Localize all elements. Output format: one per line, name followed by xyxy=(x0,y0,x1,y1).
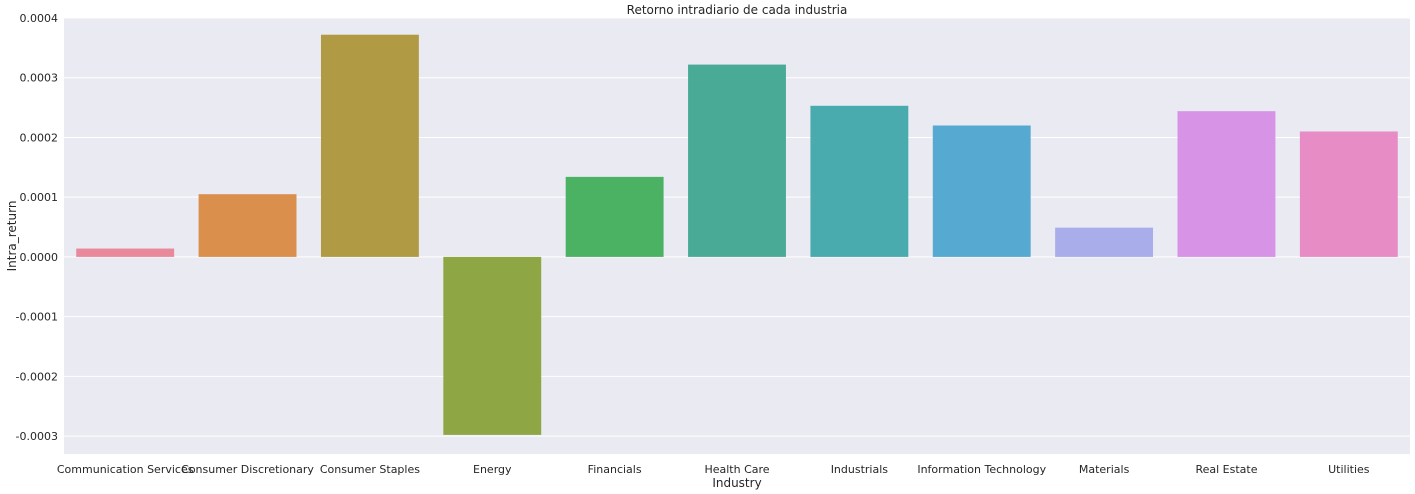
bar-9 xyxy=(1177,111,1276,257)
y-tick-label: -0.0003 xyxy=(16,430,58,443)
y-tick-label: 0.0003 xyxy=(20,72,59,85)
bar-4 xyxy=(565,176,664,257)
x-axis-label: Industry xyxy=(712,476,761,490)
x-tick-label: Materials xyxy=(1079,463,1130,476)
bar-7 xyxy=(932,125,1031,257)
y-tick-label: 0.0001 xyxy=(20,191,59,204)
x-tick-label: Consumer Discretionary xyxy=(181,463,314,476)
x-tick-label: Communication Services xyxy=(57,463,194,476)
bars xyxy=(76,34,1398,435)
x-tick-label: Utilities xyxy=(1328,463,1370,476)
y-tick-label: 0.0000 xyxy=(20,251,59,264)
x-tick-label: Real Estate xyxy=(1195,463,1257,476)
y-axis-label: Intra_return xyxy=(5,201,19,272)
y-tick-label: -0.0002 xyxy=(16,370,58,383)
y-tick-label: 0.0004 xyxy=(20,12,59,25)
bar-0 xyxy=(76,248,175,257)
y-tick-label: 0.0002 xyxy=(20,131,59,144)
bar-1 xyxy=(198,194,297,257)
bar-3 xyxy=(443,256,542,435)
x-tick-label: Financials xyxy=(588,463,642,476)
x-tick-label: Industrials xyxy=(831,463,889,476)
bar-5 xyxy=(688,64,786,257)
bar-8 xyxy=(1055,227,1154,257)
bar-6 xyxy=(810,105,909,257)
chart-title: Retorno intradiario de cada industria xyxy=(627,3,848,17)
y-axis-ticks: -0.0003 -0.0002 -0.0001 0.0000 0.0001 0.0002 0… xyxy=(16,12,58,443)
bar-2 xyxy=(320,34,419,257)
y-tick-label: -0.0001 xyxy=(16,311,58,324)
x-tick-label: Consumer Staples xyxy=(320,463,420,476)
x-tick-label: Health Care xyxy=(704,463,769,476)
x-tick-label: Information Technology xyxy=(917,463,1046,476)
x-tick-label: Energy xyxy=(473,463,512,476)
bar-10 xyxy=(1299,131,1398,257)
